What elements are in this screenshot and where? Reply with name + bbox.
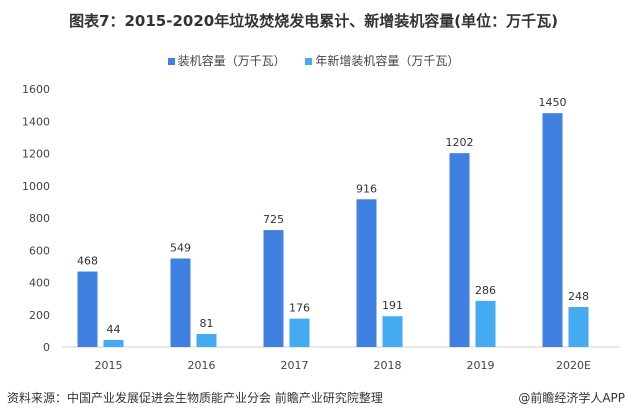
y-tick-label: 0 <box>43 341 50 354</box>
data-label: 44 <box>107 323 121 336</box>
x-tick-label: 2015 <box>95 359 123 372</box>
data-label: 286 <box>475 284 496 297</box>
legend-swatch <box>305 58 313 65</box>
bar <box>449 153 470 347</box>
y-tick-label: 1600 <box>22 83 50 96</box>
x-tick-label: 2017 <box>281 359 309 372</box>
x-tick-label: 2020E <box>556 359 591 372</box>
y-tick-label: 1000 <box>22 180 50 193</box>
data-label: 176 <box>289 302 310 315</box>
legend-item-new: 年新增装机容量（万千瓦） <box>305 52 459 69</box>
y-tick-label: 400 <box>29 277 50 290</box>
data-label: 725 <box>263 213 284 226</box>
legend-swatch <box>167 58 175 65</box>
bar <box>356 199 377 347</box>
source-note: 资料来源：中国产业发展促进会生物质能产业分会 前瞻产业研究院整理 <box>7 391 383 405</box>
bar <box>263 230 284 347</box>
y-tick-label: 800 <box>29 212 50 225</box>
y-tick-label: 600 <box>29 244 50 257</box>
bar <box>382 316 403 347</box>
data-label: 1450 <box>539 96 567 109</box>
data-label: 81 <box>200 317 214 330</box>
credit: @前瞻经济学人APP <box>518 391 625 405</box>
legend: 装机容量（万千瓦） 年新增装机容量（万千瓦） <box>0 52 627 69</box>
y-tick-label: 1400 <box>22 115 50 128</box>
data-label: 191 <box>382 299 403 312</box>
data-label: 1202 <box>446 136 474 149</box>
data-label: 549 <box>170 241 191 254</box>
legend-item-installed: 装机容量（万千瓦） <box>167 52 286 69</box>
chart-title: 图表7：2015-2020年垃圾焚烧发电累计、新增装机容量(单位：万千瓦) <box>69 12 558 30</box>
data-label: 916 <box>356 182 377 195</box>
data-label: 248 <box>568 290 589 303</box>
bar <box>568 307 589 347</box>
bar <box>475 300 496 347</box>
bar <box>289 318 310 347</box>
bar <box>196 333 217 347</box>
y-tick-label: 200 <box>29 309 50 322</box>
x-tick-label: 2018 <box>374 359 402 372</box>
bar <box>170 258 191 347</box>
data-label: 468 <box>77 255 98 268</box>
legend-label: 年新增装机容量（万千瓦） <box>315 54 460 68</box>
legend-label: 装机容量（万千瓦） <box>177 54 286 68</box>
bar <box>77 271 98 347</box>
x-tick-label: 2016 <box>188 359 216 372</box>
y-tick-label: 1200 <box>22 148 50 161</box>
x-tick-label: 2019 <box>467 359 495 372</box>
bar <box>103 339 124 347</box>
bar <box>542 113 563 347</box>
